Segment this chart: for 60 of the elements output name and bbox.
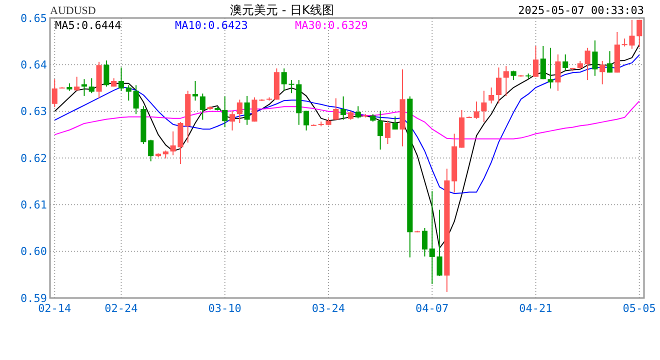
candlestick [126,84,132,102]
candlestick [496,66,502,104]
candlestick [333,98,339,120]
candlestick [606,50,613,74]
x-tick-label: 05-05 [622,302,656,315]
candlestick [384,120,390,144]
x-tick-label: 03-10 [208,302,242,315]
candlestick [510,70,516,81]
candlestick [503,66,509,96]
candlestick [392,116,398,130]
y-tick-label: 0.59 [20,292,47,305]
text: 2025-05-07 00:33:03 [518,4,644,17]
candlestick [192,80,198,102]
line-series [54,100,640,140]
candlestick [74,76,80,92]
y-tick-label: 0.64 [20,58,48,72]
candlestick [340,96,346,120]
candlestick [200,93,206,120]
x-tick-label: 04-21 [519,302,552,315]
candlestick [355,106,361,119]
candlestick [422,228,428,257]
text: MA10:0.6423 [175,19,248,32]
candlestick [148,139,154,162]
y-tick-label: 0.60 [20,245,47,258]
text: MA30:0.6329 [295,19,368,32]
candlestick [532,46,539,78]
candlestick [378,110,384,150]
candlestick [236,99,242,124]
candlestick [540,46,546,80]
candlestick [636,19,642,48]
text: MA5:0.6444 [55,19,122,32]
candlestick [304,110,310,131]
candlestick [244,95,250,126]
x-tick-label: 02-14 [38,302,72,315]
candlestick [481,90,487,123]
candlestick [600,60,606,85]
candlestick [133,84,139,115]
candlestick [118,66,124,92]
candlestick [548,47,554,89]
candlestick [562,54,568,72]
candlestick [474,101,480,120]
y-tick-label: 0.63 [20,105,47,118]
y-axis-title: AUDUSD [50,5,96,17]
x-tick-label: 04-07 [416,302,449,315]
x-tick-label: 03-24 [312,302,346,315]
line-series [54,44,640,249]
x-tick-label: 02-24 [104,302,138,315]
y-tick-label: 0.65 [20,12,47,25]
candlestick [222,96,228,128]
chart-title: 澳元美元 - 日K线图 [230,3,334,17]
candlestick [488,87,494,104]
candlestick [584,47,590,81]
candlestick [104,60,110,88]
y-tick-label: 0.61 [20,198,47,212]
candlestick [52,78,58,108]
candlestick [88,78,94,94]
candlestick [229,110,236,131]
y-tick-label: 0.62 [20,152,47,165]
candlestick [555,54,561,92]
candlestick [592,40,598,76]
